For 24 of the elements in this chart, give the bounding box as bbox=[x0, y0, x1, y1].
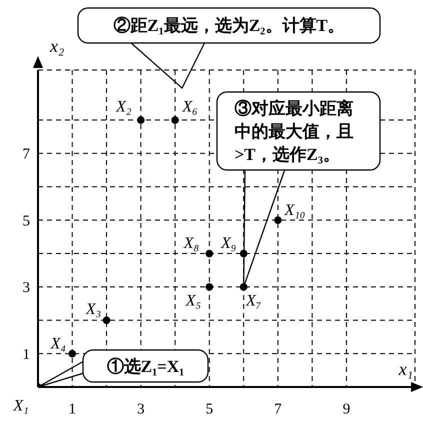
annotation: X₈ bbox=[182, 235, 200, 252]
x-tick-label: 7 bbox=[274, 402, 282, 418]
annotation: X₄ bbox=[50, 335, 66, 352]
x-tick-label: 3 bbox=[137, 402, 145, 418]
annotation: ③对应最小距离中的最大值，且>T，选作Z₃。 bbox=[234, 98, 354, 166]
annotation: X₉ bbox=[220, 235, 236, 252]
annotation: X₆ bbox=[181, 98, 198, 116]
x-tick-label: 5 bbox=[206, 402, 214, 418]
y-axis-title: x₂ bbox=[49, 36, 64, 56]
x-axis-title: x₁ bbox=[398, 359, 413, 379]
annotation: X₅ bbox=[184, 292, 202, 310]
annotation: X₃ bbox=[84, 300, 102, 318]
x-tick-label: 1 bbox=[68, 402, 76, 418]
annotation: ①选Z₁=X₁ bbox=[106, 356, 186, 378]
annotation: X₁ bbox=[12, 398, 29, 415]
x-tick-label: 9 bbox=[342, 402, 350, 418]
y-tick-label: 5 bbox=[22, 213, 30, 230]
annotation: X₇ bbox=[244, 292, 262, 310]
y-tick-label: 3 bbox=[22, 280, 30, 296]
text: ②距Z₁最远，选为Z₂。计算T。 bbox=[112, 15, 346, 37]
y-tick-label: 7 bbox=[22, 146, 30, 163]
y-tick-label: 1 bbox=[22, 346, 30, 363]
annotation: X₂ bbox=[115, 98, 132, 116]
annotation: X₁₀ bbox=[283, 202, 306, 219]
